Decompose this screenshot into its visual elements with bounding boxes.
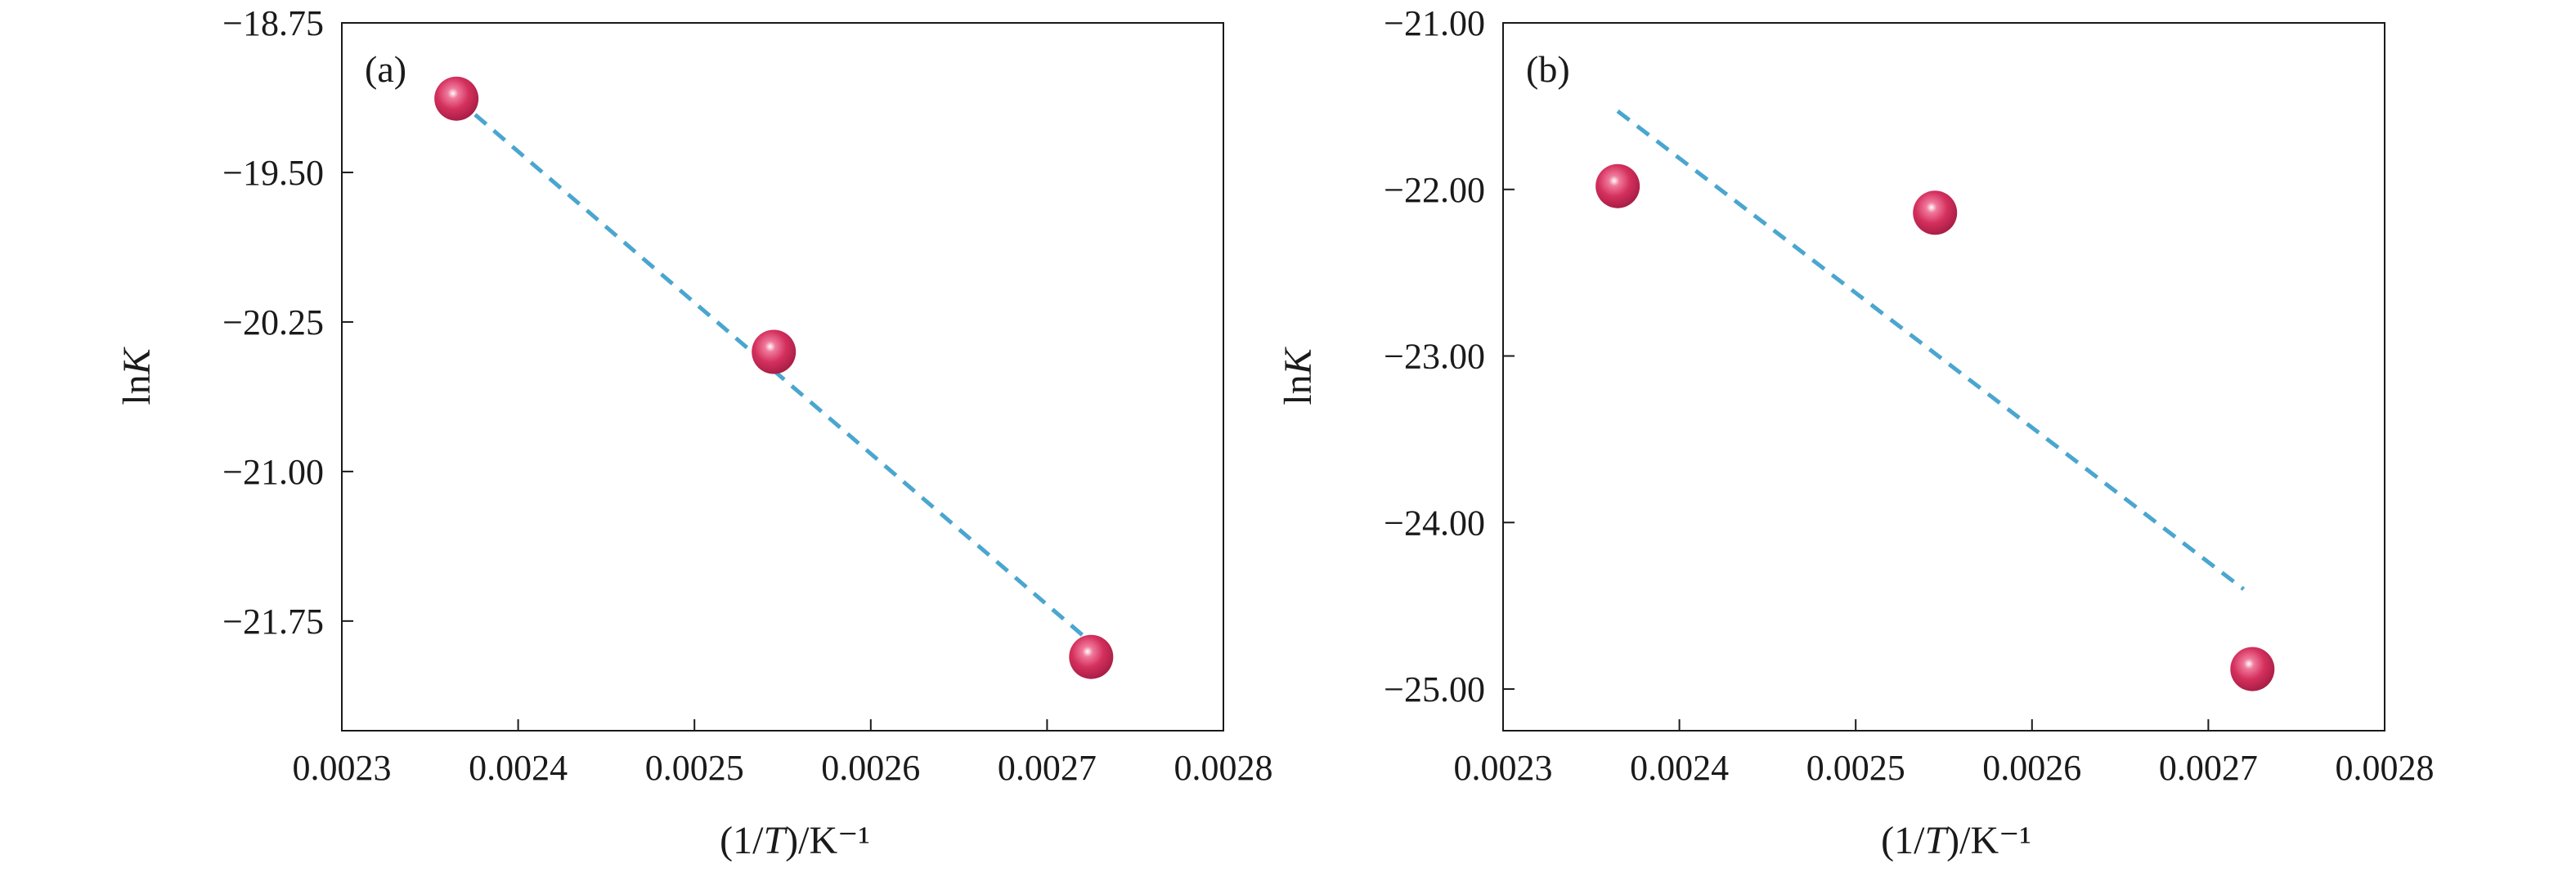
x-tick-label: 0.0024	[1630, 748, 1729, 788]
x-tick-label: 0.0023	[1454, 748, 1553, 788]
x-tick-label: 0.0025	[1806, 748, 1905, 788]
y-tick-label: −21.00	[222, 452, 324, 492]
panel-label: (a)	[365, 48, 406, 90]
chart-panel-a: 0.0023 0.0024 0.0025 0.0026 0.0027 0.0028 −18.…	[115, 3, 1273, 862]
x-tick-label: 0.0026	[1982, 748, 2081, 788]
x-tick-label: 0.0027	[2159, 748, 2258, 788]
y-tick-label: −19.50	[222, 153, 324, 193]
data-point	[1913, 190, 1958, 235]
axis-ticks: 0.0023 0.0024 0.0025 0.0026 0.0027 0.0028 −18.…	[222, 3, 1272, 788]
x-tick-label: 0.0027	[998, 748, 1097, 788]
x-tick-label: 0.0026	[821, 748, 920, 788]
y-tick-label: −21.00	[1384, 3, 1485, 43]
y-tick-label: −21.75	[222, 602, 324, 642]
plot-frame	[341, 22, 1224, 732]
data-point	[434, 76, 479, 121]
y-axis-title: lnK	[115, 346, 159, 405]
x-tick-label: 0.0025	[645, 748, 744, 788]
y-tick-label: −20.25	[222, 302, 324, 342]
fit-line-group	[1616, 110, 2246, 591]
x-tick-label: 0.0028	[1174, 748, 1273, 788]
y-tick-label: −24.00	[1384, 503, 1485, 543]
plot-frame	[1502, 22, 2385, 732]
y-tick-label: −25.00	[1384, 669, 1485, 709]
y-tick-label: −22.00	[1384, 170, 1485, 210]
data-points	[1595, 163, 2275, 691]
x-tick-label: 0.0023	[293, 748, 392, 788]
fit-line-group	[455, 96, 1084, 637]
x-axis-title: (1/T)/K⁻¹	[1881, 819, 2031, 862]
fit-line	[455, 96, 1084, 637]
panel-label: (b)	[1526, 48, 1570, 90]
data-point	[2230, 647, 2275, 691]
y-tick-label: −18.75	[222, 3, 324, 43]
x-tick-label: 0.0024	[469, 748, 568, 788]
data-point	[752, 329, 797, 374]
data-points	[434, 76, 1114, 679]
y-axis-title: lnK	[1277, 346, 1320, 405]
axis-ticks: 0.0023 0.0024 0.0025 0.0026 0.0027 0.0028 −21.…	[1384, 3, 2434, 788]
y-tick-label: −23.00	[1384, 337, 1485, 377]
data-point	[1595, 163, 1640, 208]
x-tick-label: 0.0028	[2336, 748, 2435, 788]
fit-line	[1616, 110, 2246, 591]
chart-panel-b: 0.0023 0.0024 0.0025 0.0026 0.0027 0.0028 −21.…	[1277, 3, 2435, 862]
x-axis-title: (1/T)/K⁻¹	[720, 819, 870, 862]
data-point	[1069, 634, 1114, 679]
